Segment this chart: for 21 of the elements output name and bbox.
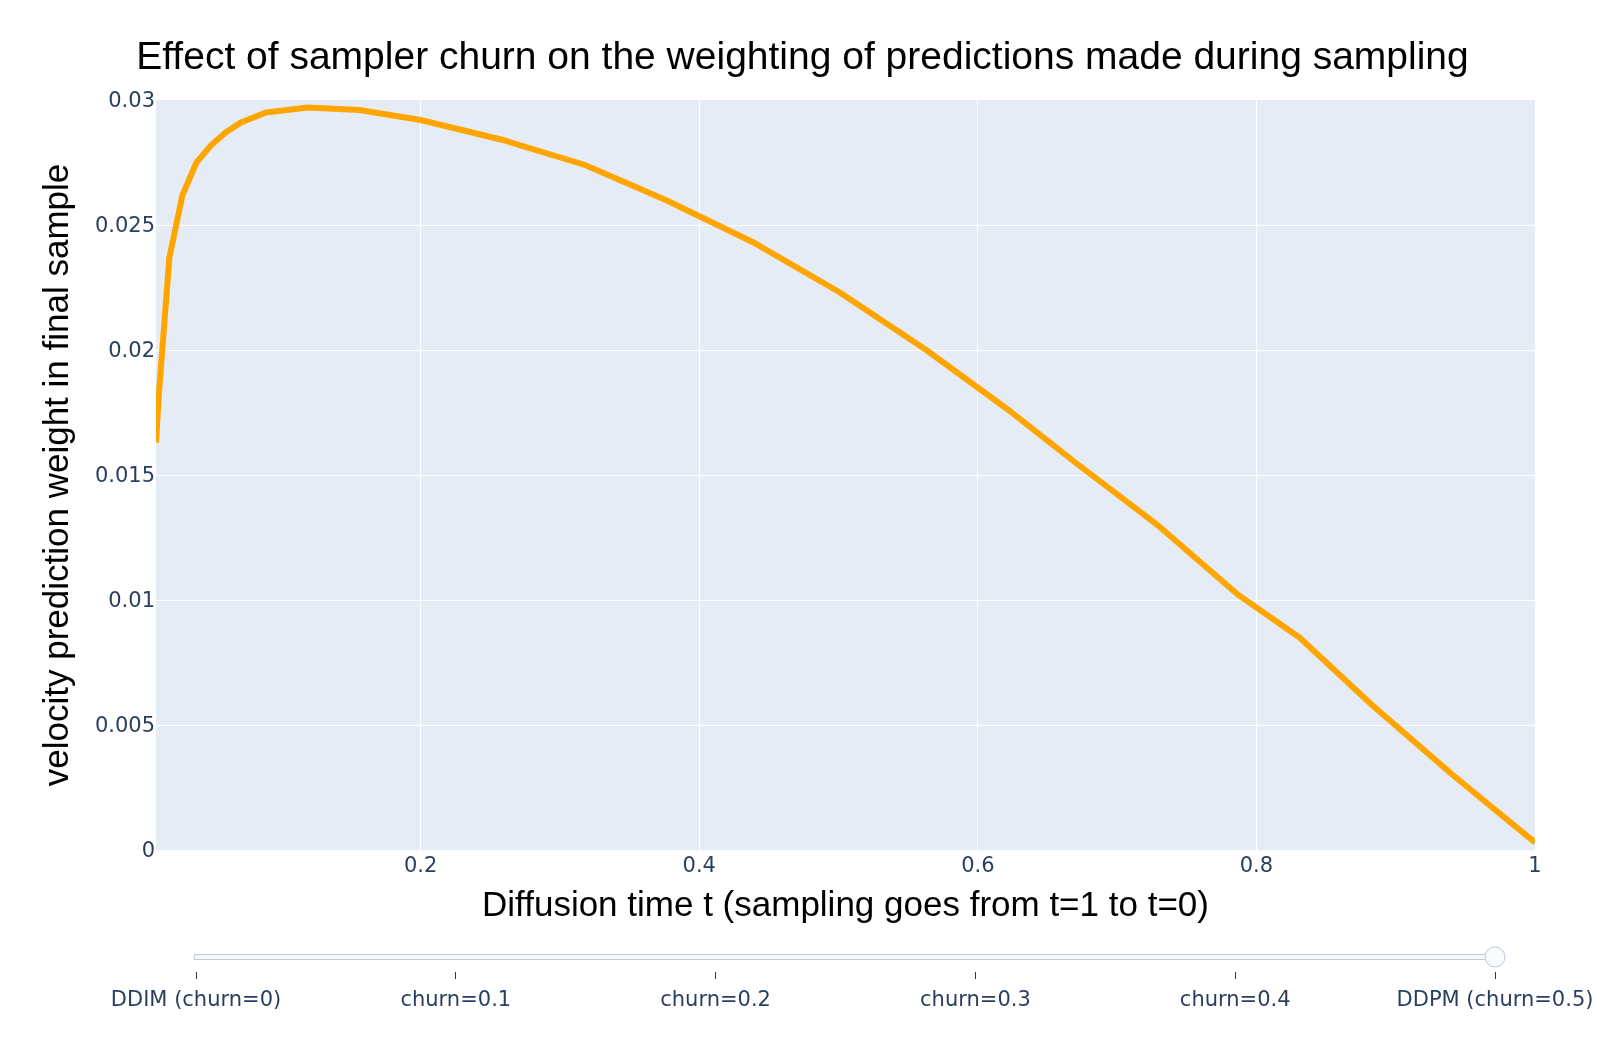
text: DDPM (churn=0.5): [1396, 987, 1594, 1012]
x-tick-label: 0.6: [961, 853, 995, 877]
text: DDIM (churn=0): [110, 987, 282, 1012]
y-tick-label: 0: [141, 838, 155, 863]
x-tick-label: 0.2: [403, 853, 438, 877]
text: churn=0.1: [400, 987, 512, 1012]
x-tick-label: 1: [1528, 853, 1542, 877]
x-tick-label: 0.8: [1239, 853, 1274, 877]
text: churn=0.3: [920, 987, 1031, 1012]
y-axis-title: velocity prediction weight in final sample: [36, 163, 76, 787]
y-tick-label: 0.03: [108, 88, 155, 113]
y-tick-label: 0.01: [108, 588, 155, 613]
chart-title: Effect of sampler churn on the weighting of predictions made during sampling: [136, 34, 1469, 78]
x-tick-label: 0.4: [682, 853, 716, 877]
y-tick-label: 0.005: [94, 713, 155, 738]
y-tick-label: 0.02: [108, 338, 155, 363]
text: churn=0.4: [1179, 987, 1291, 1012]
text: churn=0.2: [660, 987, 771, 1012]
y-tick-label: 0.015: [94, 463, 155, 488]
x-axis-title: Diffusion time t (sampling goes from t=1 to t=0): [482, 884, 1209, 923]
y-tick-label: 0.025: [94, 213, 155, 238]
